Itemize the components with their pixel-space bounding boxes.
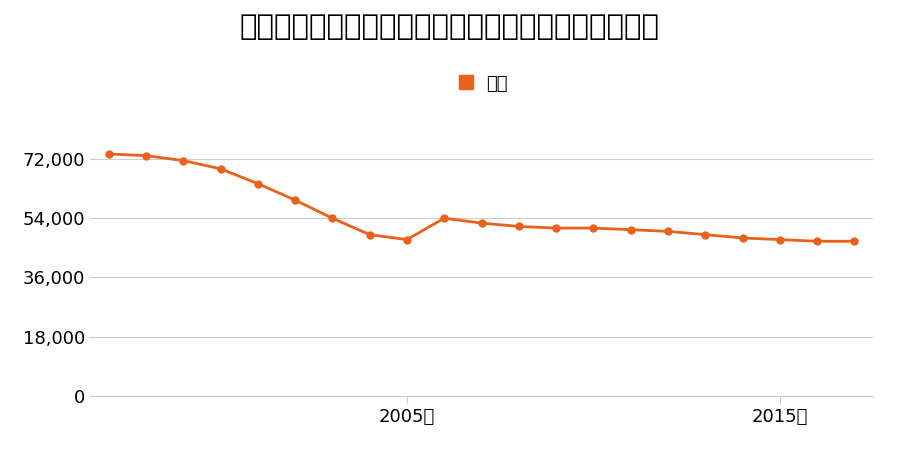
価格 xyxy=(364,232,375,237)
価格 xyxy=(290,198,301,203)
価格 xyxy=(439,216,450,221)
価格 xyxy=(626,227,636,232)
価格 xyxy=(476,220,487,226)
価格 xyxy=(178,158,189,163)
価格 xyxy=(140,153,151,158)
価格 xyxy=(513,224,524,229)
価格 xyxy=(401,237,412,242)
価格 xyxy=(104,151,114,157)
価格 xyxy=(551,225,562,231)
価格 xyxy=(849,238,859,244)
価格 xyxy=(662,229,673,234)
Line: 価格: 価格 xyxy=(105,150,858,245)
価格 xyxy=(812,238,823,244)
価格 xyxy=(737,235,748,241)
価格 xyxy=(774,237,785,242)
価格 xyxy=(588,225,598,231)
Text: 富山県富山市四ツ葉町字大田割１０９番１の地価推移: 富山県富山市四ツ葉町字大田割１０９番１の地価推移 xyxy=(240,14,660,41)
価格 xyxy=(327,216,338,221)
価格 xyxy=(215,166,226,171)
Legend: 価格: 価格 xyxy=(448,68,515,100)
価格 xyxy=(252,181,263,186)
価格 xyxy=(700,232,711,237)
